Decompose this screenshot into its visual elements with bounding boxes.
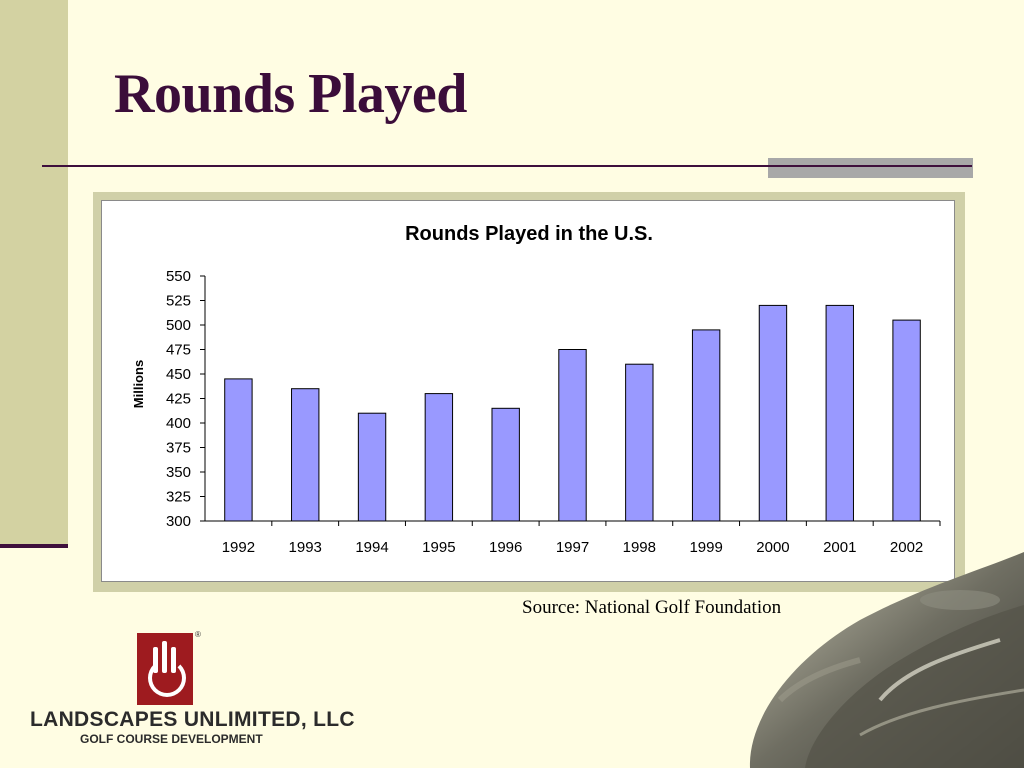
x-tick-label: 2001 (823, 539, 856, 556)
left-accent-bar (0, 0, 68, 545)
y-tick-label: 550 (166, 268, 191, 285)
company-logo (137, 633, 193, 705)
x-tick-label: 1993 (289, 539, 322, 556)
bar-1992 (224, 378, 253, 522)
bar-1996 (491, 407, 520, 522)
x-tick-label: 1998 (623, 539, 656, 556)
y-tick-label: 325 (166, 489, 191, 506)
slide-title: Rounds Played (114, 63, 467, 125)
y-tick-label: 350 (166, 464, 191, 481)
source-note: Source: National Golf Foundation (522, 597, 782, 618)
y-tick-label: 450 (166, 366, 191, 383)
y-tick-label: 525 (166, 293, 191, 310)
bar-1994 (357, 412, 387, 522)
y-tick-label: 400 (166, 415, 191, 432)
y-tick-label: 375 (166, 440, 191, 457)
x-tick-label: 1996 (489, 539, 522, 556)
y-tick-label: 300 (166, 513, 191, 530)
company-name: LANDSCAPES UNLIMITED, LLC (30, 708, 355, 731)
bar-1995 (424, 393, 454, 522)
y-tick-label: 475 (166, 342, 191, 359)
title-rule-gray-block (768, 158, 973, 178)
x-tick-label: 1992 (222, 539, 255, 556)
y-tick-label: 500 (166, 317, 191, 334)
bar-1993 (291, 388, 320, 522)
x-tick-label: 1999 (689, 539, 722, 556)
x-tick-label: 2002 (890, 539, 923, 556)
x-tick-label: 1997 (556, 539, 589, 556)
company-tagline: GOLF COURSE DEVELOPMENT (80, 732, 263, 746)
y-axis-label: Millions (131, 360, 146, 408)
bar-1999 (691, 329, 721, 522)
logo-trademark: ® (195, 630, 201, 639)
x-tick-label: 1994 (355, 539, 388, 556)
bar-2001 (825, 304, 854, 522)
bar-1998 (625, 363, 654, 522)
y-tick-label: 425 (166, 391, 191, 408)
chart-title: Rounds Played in the U.S. (405, 223, 653, 245)
title-rule (42, 165, 972, 167)
left-accent-rule (0, 544, 68, 548)
x-tick-label: 1995 (422, 539, 455, 556)
x-tick-label: 2000 (756, 539, 789, 556)
